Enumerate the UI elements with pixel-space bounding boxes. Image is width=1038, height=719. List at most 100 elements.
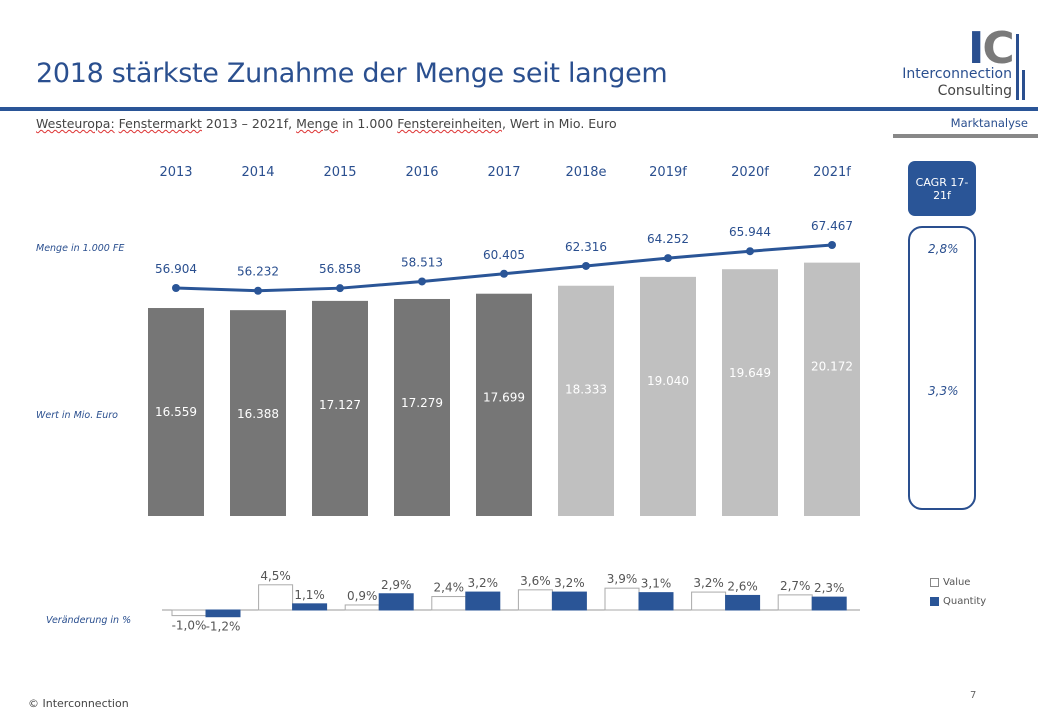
- value-change-bar: [691, 591, 727, 611]
- quantity-change-label: 1,1%: [294, 588, 325, 602]
- legend: Value Quantity: [930, 577, 986, 615]
- value-change-bar: [431, 596, 467, 611]
- quantity-point: [664, 254, 672, 263]
- value-change-label: -1,0%: [172, 619, 207, 633]
- quantity-change-label: 2,6%: [727, 579, 758, 593]
- quantity-point: [500, 269, 508, 278]
- quantity-point: [828, 241, 836, 250]
- logo-mark: IC: [968, 23, 1015, 74]
- quantity-label: 58.513: [401, 255, 443, 269]
- logo-bar: [1022, 70, 1025, 100]
- value-change-bar: [604, 587, 640, 611]
- value-bar-label: 16.559: [155, 405, 197, 419]
- value-bar: [722, 269, 778, 516]
- value-bar-label: 19.040: [647, 374, 689, 388]
- subtitle-part: Fenstermarkt: [118, 116, 202, 131]
- value-change-label: 3,9%: [607, 572, 638, 586]
- value-bar: [312, 300, 368, 516]
- quantity-change-label: 3,2%: [468, 576, 499, 590]
- subtitle-part: Fenstereinheiten: [397, 116, 502, 131]
- header-rule: [0, 107, 1038, 111]
- quantity-change-bar: [811, 596, 847, 611]
- quantity-point: [336, 284, 344, 293]
- value-change-bar: [171, 609, 207, 617]
- legend-item-value: Value: [930, 577, 986, 588]
- quantity-change-bar: [551, 591, 587, 611]
- quantity-change-label: 2,3%: [814, 581, 845, 595]
- cagr-quantity: 2,8%: [928, 242, 959, 256]
- cagr-capsule: [908, 226, 976, 510]
- quantity-change-label: 3,1%: [641, 577, 672, 591]
- footer-copyright: © Interconnection: [28, 697, 129, 710]
- year-label: 2018e: [565, 165, 606, 180]
- year-label: 2017: [487, 165, 520, 180]
- legend-swatch: [930, 577, 939, 587]
- value-bar-label: 17.127: [319, 398, 361, 412]
- quantity-change-label: 2,9%: [381, 578, 412, 592]
- logo-text: Consulting: [937, 83, 1012, 99]
- value-change-label: 3,6%: [520, 574, 551, 588]
- quantity-change-bar: [725, 594, 761, 611]
- subtitle: Westeuropa: Fenstermarkt 2013 – 2021f, M…: [36, 116, 617, 131]
- quantity-point: [418, 277, 426, 286]
- value-bar-label: 19.649: [729, 366, 771, 380]
- value-change-label: 0,9%: [347, 589, 378, 603]
- value-change-label: 2,7%: [780, 579, 811, 593]
- value-change-label: 2,4%: [434, 581, 465, 595]
- quantity-label: 56.232: [237, 265, 279, 279]
- cagr-header: CAGR 17-21f: [908, 161, 976, 216]
- value-bar-label: 17.699: [483, 391, 525, 405]
- legend-label: Value: [943, 577, 971, 588]
- subtitle-part: Westeuropa:: [36, 116, 115, 131]
- quantity-change-bar: [378, 593, 414, 611]
- subtitle-part: Menge: [296, 116, 339, 131]
- value-bar: [148, 308, 204, 516]
- value-bar: [640, 276, 696, 516]
- value-change-bar: [258, 584, 294, 611]
- page-number: 7: [970, 690, 977, 701]
- quantity-axis-label: Menge in 1.000 FE: [36, 243, 125, 254]
- subtitle-part: in 1.000: [338, 116, 398, 131]
- subtitle-part: , Wert in Mio. Euro: [501, 116, 617, 131]
- cagr-header-text: CAGR 17-21f: [915, 175, 969, 202]
- year-label: 2014: [241, 165, 274, 180]
- quantity-change-label: 3,2%: [554, 576, 585, 590]
- section-bar: [893, 134, 1038, 138]
- value-bar-label: 18.333: [565, 383, 607, 397]
- quantity-point: [582, 261, 590, 270]
- year-label: 2021f: [813, 165, 851, 180]
- section-label: Marktanalyse: [950, 116, 1028, 130]
- cagr-value: 3,3%: [928, 384, 959, 398]
- value-bar: [230, 310, 286, 516]
- value-change-bar: [517, 589, 553, 611]
- value-bar: [558, 285, 614, 516]
- quantity-change-bar: [292, 603, 328, 611]
- quantity-point: [746, 247, 754, 256]
- value-bar: [476, 293, 532, 516]
- legend-swatch: [930, 596, 939, 606]
- quantity-label: 62.316: [565, 240, 607, 254]
- change-axis-label: Veränderung in %: [46, 615, 132, 626]
- subtitle-part: 2013 – 2021f,: [201, 116, 297, 131]
- value-bar: [394, 298, 450, 516]
- quantity-label: 56.858: [319, 262, 361, 276]
- quantity-label: 65.944: [729, 225, 771, 239]
- value-axis-label: Wert in Mio. Euro: [36, 410, 118, 421]
- quantity-change-label: -1,2%: [206, 620, 241, 634]
- quantity-change-bar: [638, 592, 674, 611]
- year-label: 2019f: [649, 165, 687, 180]
- quantity-label: 67.467: [811, 219, 853, 233]
- year-label: 2015: [323, 165, 356, 180]
- page-title: 2018 stärkste Zunahme der Menge seit lan…: [36, 58, 668, 89]
- value-change-label: 3,2%: [693, 576, 724, 590]
- quantity-point: [254, 286, 262, 295]
- year-label: 2020f: [731, 165, 769, 180]
- value-bar: [804, 262, 860, 516]
- legend-item-quantity: Quantity: [930, 596, 986, 607]
- quantity-label: 60.405: [483, 248, 525, 262]
- quantity-change-bar: [465, 591, 501, 611]
- value-bar-label: 16.388: [237, 407, 279, 421]
- quantity-point: [172, 284, 180, 292]
